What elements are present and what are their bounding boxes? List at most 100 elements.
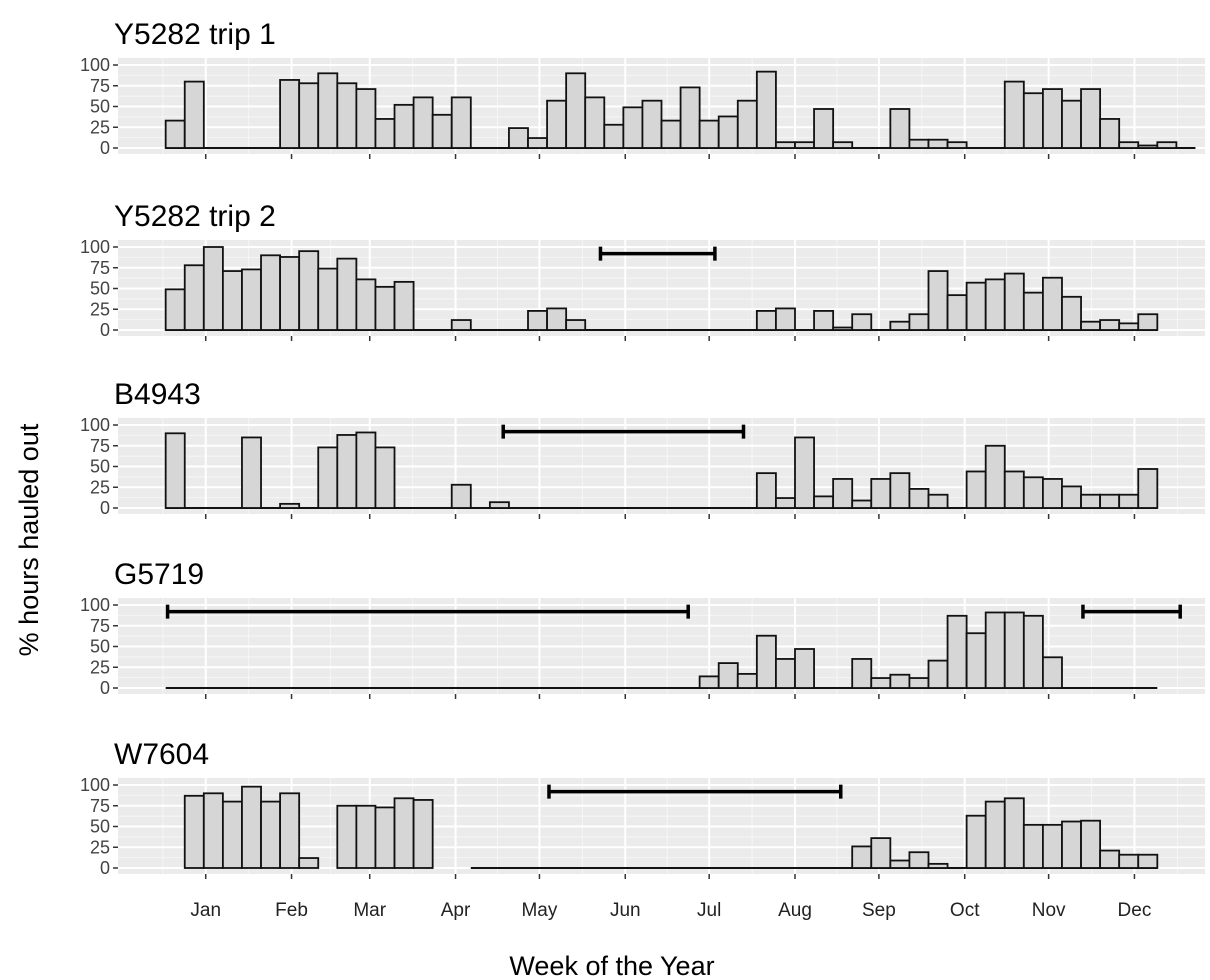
bar (889, 108, 911, 149)
y-tick-label: 100 (80, 55, 110, 75)
bar (164, 119, 186, 149)
bar (946, 614, 968, 689)
bar (1061, 485, 1082, 509)
bar (241, 785, 262, 869)
x-tick-label: Oct (950, 900, 980, 921)
x-tick-label: Sep (862, 900, 896, 921)
bar (927, 270, 949, 331)
y-tick-label: 50 (90, 637, 110, 657)
bar (698, 675, 720, 689)
bar (260, 800, 281, 869)
bar (1156, 141, 1178, 149)
bar (565, 319, 587, 331)
bar (317, 446, 339, 509)
bar (1042, 823, 1063, 869)
bar (1137, 468, 1159, 509)
bar (374, 446, 396, 509)
bar (317, 267, 339, 331)
x-tick-label: May (521, 900, 557, 921)
bar (851, 845, 873, 869)
bar (1137, 144, 1159, 149)
bar (221, 270, 243, 331)
bar (717, 115, 739, 149)
x-tick-label: Feb (275, 900, 308, 921)
bar (775, 497, 796, 509)
bar (755, 472, 777, 509)
bar (965, 281, 987, 331)
bar (870, 837, 892, 869)
bar (794, 648, 815, 689)
bar (660, 119, 682, 149)
bar (1099, 118, 1121, 149)
bar (355, 88, 377, 149)
bar (946, 294, 968, 331)
bar (279, 792, 301, 869)
bar (1137, 313, 1159, 331)
y-tick-label: 0 (100, 498, 110, 518)
bar (851, 499, 873, 509)
bar (1061, 295, 1082, 331)
bar (183, 80, 205, 149)
y-tick-label: 100 (80, 775, 110, 795)
bar (908, 313, 930, 331)
x-tick-label: Jun (610, 900, 641, 921)
bar (927, 138, 949, 149)
bar (832, 141, 854, 149)
bar (202, 246, 224, 331)
x-tick-label: Jan (190, 900, 221, 921)
bar (736, 672, 758, 689)
bar (374, 118, 396, 149)
x-tick-label: Jul (697, 900, 721, 921)
bar (1003, 470, 1025, 509)
bar (984, 800, 1006, 869)
panel-title: B4943 (114, 378, 201, 411)
bar (889, 320, 911, 331)
bar (965, 814, 987, 869)
bar (241, 436, 262, 509)
bar (412, 799, 434, 869)
bar (870, 677, 892, 689)
bar (508, 127, 529, 149)
bar (603, 123, 625, 149)
bar (984, 611, 1006, 689)
y-tick-label: 25 (90, 299, 110, 319)
bar (698, 119, 720, 149)
panel-title: W7604 (114, 738, 209, 771)
bar (1118, 493, 1140, 509)
bar (1022, 823, 1044, 869)
bar (736, 99, 758, 149)
bar (450, 483, 472, 509)
bar (183, 264, 205, 331)
y-tick-label: 50 (90, 97, 110, 117)
bar (1137, 853, 1159, 869)
bar (641, 99, 663, 149)
bar (927, 493, 949, 509)
y-tick-label: 75 (90, 796, 110, 816)
y-axis-label: % hours hauled out (14, 423, 44, 656)
x-tick-label: Dec (1118, 900, 1152, 921)
bar (393, 797, 415, 869)
bar (755, 310, 777, 331)
bar (908, 488, 930, 509)
bar (527, 310, 548, 331)
bar (1003, 80, 1025, 149)
bar (374, 285, 396, 331)
bar (1042, 656, 1063, 689)
bar (927, 659, 949, 689)
bar (1080, 819, 1102, 869)
y-tick-label: 0 (100, 138, 110, 158)
bar (622, 106, 644, 149)
bar (1061, 99, 1082, 149)
bar (984, 444, 1006, 509)
bar (183, 794, 205, 869)
bar (717, 662, 739, 689)
y-tick-label: 75 (90, 258, 110, 278)
x-tick-label: Mar (353, 900, 386, 921)
bar (374, 806, 396, 869)
bar (279, 256, 301, 331)
bar (1118, 853, 1140, 869)
bar (336, 257, 358, 331)
